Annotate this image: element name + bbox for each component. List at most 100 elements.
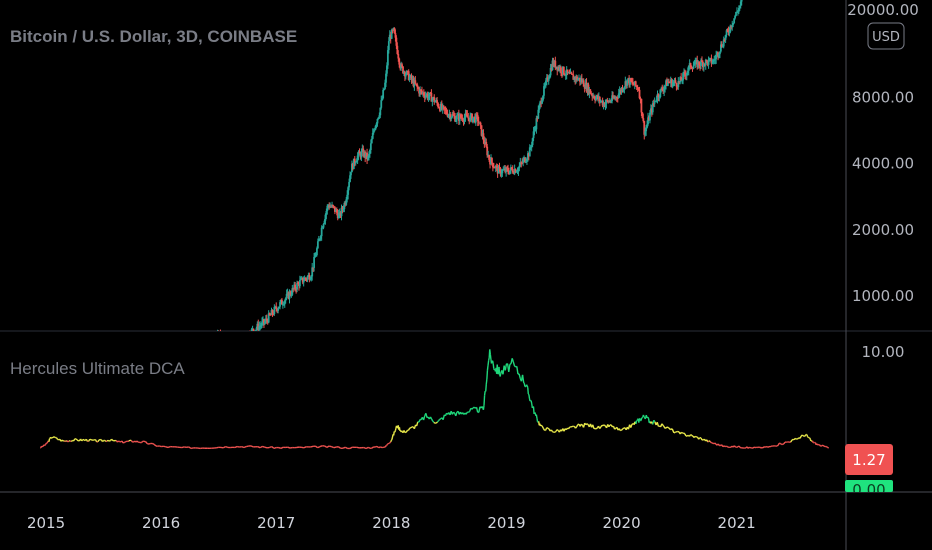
indicator-segment [526,385,529,388]
candle-body [629,78,631,85]
candle-body [415,83,418,85]
candle-body [496,166,499,174]
candle-body [292,288,295,290]
candle-body [298,283,300,287]
candle-body [280,299,282,303]
indicator-segment [69,440,72,443]
indicator-segment [516,366,519,375]
candle-body [279,302,281,307]
candle-body [296,283,298,290]
candle-body [295,288,298,290]
indicator-segment [800,434,803,437]
candle-body [615,97,618,99]
indicator-segment [257,446,261,449]
candle-body [565,69,568,75]
indicator-segment [60,439,63,442]
indicator-axis[interactable]: 10.00 [862,343,905,361]
indicator-segment [730,445,733,448]
indicator-segment [473,406,476,409]
candle-body [721,46,724,48]
candle-body [261,321,263,326]
indicator-segment [83,439,86,442]
indicator-segment [52,436,55,439]
candle-body [653,101,656,104]
indicator-segment [91,439,94,442]
candle-body [341,207,344,210]
candle-body [610,100,613,102]
candle-body [656,94,659,100]
indicator-segment [723,445,726,448]
indicator-segment [432,420,435,423]
price-pane[interactable] [206,0,743,351]
candle-body [543,86,545,96]
indicator-segment [668,427,671,431]
indicator-segment [818,444,822,447]
indicator-segment [713,442,716,445]
candle-body [528,147,531,157]
indicator-segment [547,427,550,430]
indicator-segment [48,438,51,442]
candle-body [403,71,405,74]
currency-button[interactable]: USD [867,22,905,50]
indicator-segment [686,434,689,437]
candle-body [407,71,410,81]
candle-body [466,114,469,118]
candle-body [666,80,668,86]
price-axis[interactable]: 1000.00 2000.00 4000.00 8000.00 20000.00 [847,1,919,305]
indicator-segment [499,373,502,377]
candle-body [702,61,704,68]
candle-body [623,86,626,89]
candle-body [555,66,558,69]
candle-body [465,113,468,115]
candle-body [462,120,465,122]
indicator-segment [433,421,436,424]
candle-body [698,61,701,66]
candle-body [661,88,664,91]
candle-body [431,98,434,102]
time-tick-label: 2016 [142,514,180,532]
candle-body [299,278,302,281]
candle-body [616,97,619,99]
candle-body [602,102,605,106]
indicator-pane[interactable] [40,349,830,450]
candle-body [325,210,328,215]
candle-body [581,80,584,83]
candle-body [649,108,652,113]
candle-body [650,108,653,113]
candle-body [600,100,603,102]
candle-body [526,159,528,162]
indicator-segment [504,363,508,371]
candle-body [277,308,280,311]
candle-body [419,89,421,94]
candle-body [677,81,680,88]
candle-body [269,314,272,316]
indicator-segment [536,417,539,422]
indicator-segment [94,439,98,443]
candle-body [366,152,368,160]
time-axis[interactable]: 2015 2016 2017 2018 2019 2020 2021 [27,514,756,532]
indicator-segment [386,443,389,446]
candle-body [351,163,354,170]
candle-body [406,70,409,72]
candle-body [464,113,467,118]
candle-body [560,67,562,73]
candle-body [685,73,688,76]
candle-body [297,283,299,285]
indicator-segment [783,441,786,445]
candle-body [735,11,737,16]
candle-body [335,209,338,213]
indicator-segment [664,426,668,430]
candle-body [379,107,382,116]
indicator-segment [65,440,68,443]
candle-body [611,95,613,101]
candle-body [443,107,446,110]
candle-body [316,241,319,249]
candle-body [707,59,710,65]
indicator-segment [44,443,47,446]
candle-body [456,115,458,120]
indicator-segment [455,411,458,417]
indicator-segment [287,446,291,449]
indicator-segment [478,406,481,413]
indicator-segment [471,407,474,410]
indicator-segment [788,441,790,444]
